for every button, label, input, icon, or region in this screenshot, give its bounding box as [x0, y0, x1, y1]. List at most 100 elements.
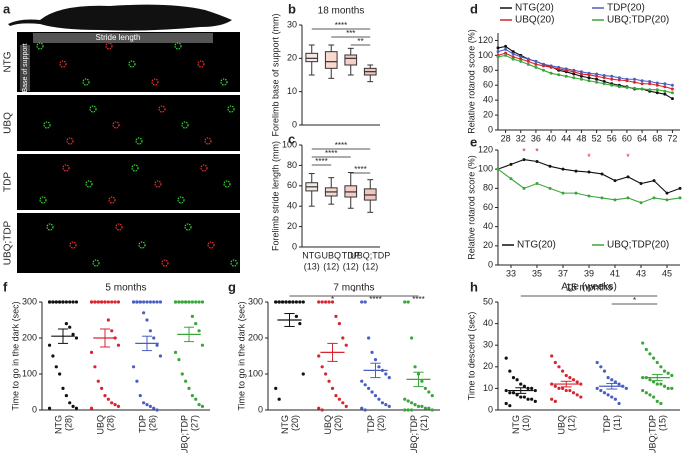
y-tick-label: 100	[282, 139, 297, 149]
data-point	[330, 300, 335, 304]
data-point	[155, 408, 159, 412]
paw-dot	[184, 223, 192, 231]
data-point	[617, 382, 621, 386]
data-point	[148, 300, 152, 304]
data-point	[116, 343, 121, 347]
paw-dot	[131, 164, 139, 172]
x-tick-label: 28	[501, 133, 511, 143]
x-tick-label: (12)	[343, 261, 359, 271]
data-point	[427, 390, 431, 394]
data-point	[116, 404, 121, 408]
paw-dot	[138, 241, 146, 249]
series-point	[587, 79, 591, 83]
data-point	[403, 397, 407, 401]
series-point	[587, 76, 591, 80]
series-point	[633, 77, 636, 81]
y-tick-label: 200	[22, 332, 37, 342]
series-point	[519, 57, 523, 61]
annotation: *	[587, 152, 591, 162]
data-point	[113, 403, 117, 407]
data-point	[138, 300, 142, 304]
series-point	[496, 46, 500, 50]
x-tick-label: NTG	[511, 415, 521, 434]
data-point	[74, 406, 79, 410]
series-point	[633, 80, 636, 84]
data-point	[564, 388, 568, 393]
data-point	[337, 322, 341, 326]
series-point	[595, 80, 599, 84]
y-tick-label: 0	[488, 404, 493, 414]
paw-dot	[43, 121, 51, 129]
data-point	[511, 376, 516, 380]
data-point	[553, 384, 557, 388]
data-point	[135, 379, 139, 383]
data-point	[648, 352, 652, 356]
data-point	[655, 382, 659, 386]
series-point	[542, 68, 545, 72]
data-point	[655, 399, 659, 403]
series-point	[655, 88, 659, 92]
x-tick-label: (12)	[323, 261, 339, 271]
paw-dot	[62, 164, 70, 172]
base-bar	[20, 45, 30, 91]
data-point	[530, 397, 534, 401]
data-point	[145, 403, 149, 407]
data-point	[298, 322, 302, 326]
data-point	[515, 378, 519, 382]
series-point	[652, 196, 656, 200]
x-tick-label: UBQ	[321, 250, 341, 260]
series-point	[496, 167, 500, 171]
series-point	[549, 65, 553, 69]
row-label: UBQ;TDP	[3, 220, 14, 265]
data-point	[613, 397, 617, 401]
series-point	[610, 77, 614, 81]
data-point	[526, 397, 530, 401]
data-point	[148, 329, 152, 333]
data-point	[142, 401, 146, 405]
data-point	[324, 300, 328, 304]
data-point	[430, 408, 434, 412]
data-point	[152, 300, 156, 304]
x-tick-label: 39	[584, 268, 594, 278]
x-tick-label: 40	[546, 133, 556, 143]
group-significance: *	[331, 295, 334, 304]
data-point	[530, 386, 534, 390]
series-point	[504, 51, 508, 55]
series-point	[655, 83, 659, 87]
y-tick-label: 0	[292, 119, 297, 129]
data-point	[666, 371, 670, 375]
data-point	[610, 395, 614, 399]
series-point	[534, 62, 538, 66]
significance-label: ***	[346, 29, 355, 38]
paw-dot	[36, 42, 44, 50]
panel-letter: f	[3, 279, 8, 294]
series-point	[639, 201, 643, 205]
x-tick-label: UBQ;TDP	[409, 415, 419, 453]
y-tick-label: 60	[287, 180, 297, 190]
y-tick-label: 20	[287, 53, 297, 63]
panel-letter: g	[228, 279, 236, 294]
series-point	[595, 77, 599, 81]
series-point	[561, 167, 565, 171]
y-tick-label: 30	[287, 19, 297, 29]
data-point	[420, 404, 424, 408]
data-point	[550, 382, 554, 386]
legend-label: TDP(20)	[607, 3, 645, 14]
x-tick-label: (11)	[612, 415, 622, 430]
paw-dot	[161, 259, 169, 267]
data-point	[194, 397, 198, 401]
series-point	[648, 88, 652, 92]
series-point	[670, 87, 674, 91]
data-point	[110, 329, 114, 333]
y-tick-label: 0	[488, 259, 493, 269]
data-point	[568, 376, 572, 380]
data-point	[420, 379, 424, 383]
data-point	[100, 386, 104, 390]
series-point	[670, 97, 674, 101]
data-point	[158, 300, 163, 304]
y-tick-label: 120	[478, 35, 493, 45]
data-point	[416, 404, 421, 408]
x-tick-label: 43	[636, 268, 646, 278]
annotation: *	[535, 146, 539, 156]
y-tick-label: 20	[483, 240, 493, 250]
